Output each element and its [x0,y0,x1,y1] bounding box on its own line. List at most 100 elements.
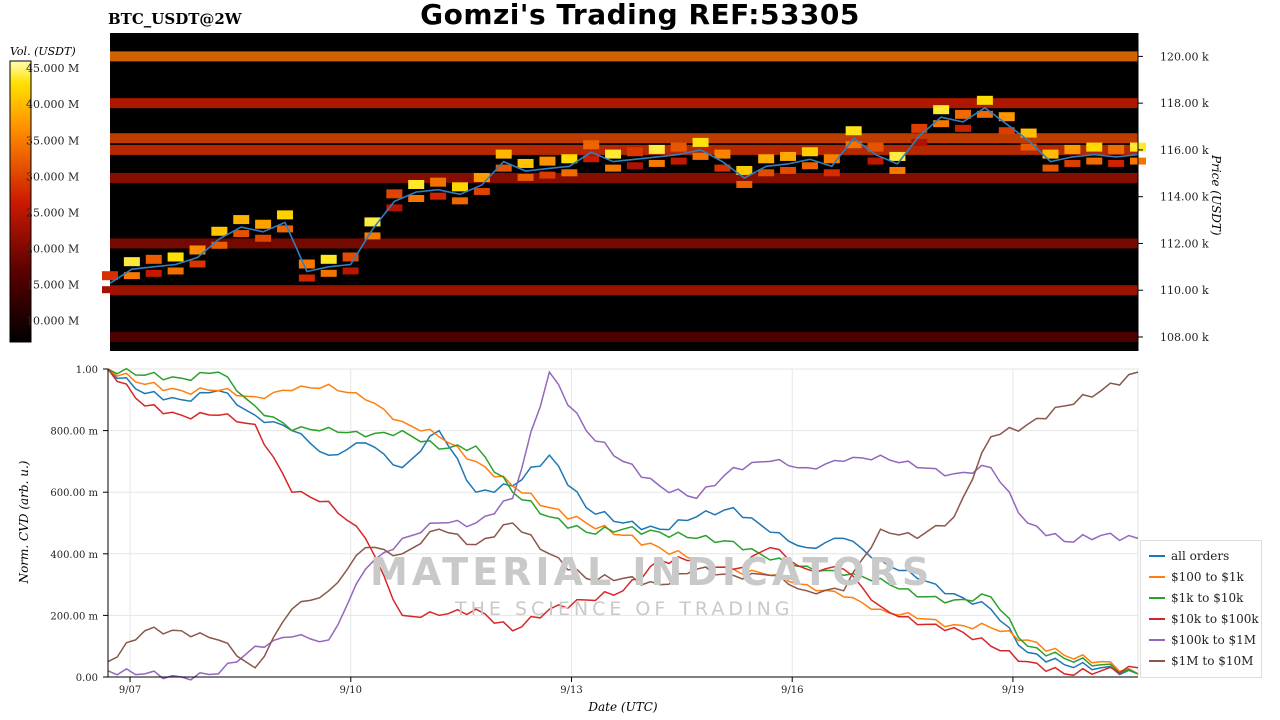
heatmap-cell [823,154,840,164]
heatmap-cell [1020,143,1037,151]
heatmap-cell [123,257,140,267]
heatmap-cell [189,260,206,268]
legend-swatch [1149,618,1165,620]
heatmap-cell [364,232,381,240]
heatmap-band [110,172,1138,183]
legend-item-1m-10m: $1M to $10M [1149,652,1253,670]
heatmap-cell [1042,149,1059,159]
heatmap-cell [736,165,753,175]
heatmap-cell [1064,159,1081,167]
heatmap-cell [495,149,512,159]
heatmap-cell [211,226,228,236]
heatmap-cell [539,171,556,179]
heatmap-band [110,133,1138,144]
cvd-series-c100 [107,368,1139,675]
heatmap-cell [386,204,403,212]
heatmap-cell [1020,128,1037,138]
heatmap-cell [648,144,665,154]
heatmap-cell [517,158,534,168]
heatmap-cell [758,169,775,177]
heatmap-cell [539,156,556,166]
legend-item-all-orders: all orders [1149,547,1229,565]
heatmap-cell [342,267,359,275]
heatmap-cell [998,112,1015,122]
cvd-x-tick-label: 9/13 [560,685,582,696]
price-tick-label: 110.00 k [1160,284,1209,297]
heatmap-cell [955,124,972,132]
legend-label: $10k to $100k [1171,612,1259,626]
heatmap-cell [626,162,643,170]
colorbar [9,60,32,343]
heatmap-cell [1086,157,1103,165]
heatmap-cell [1108,159,1125,167]
heatmap-cell [845,141,862,149]
heatmap-cell [605,164,622,172]
heatmap-cell [342,252,359,262]
colorbar-tick-label: 25.000 M [26,206,79,219]
price-tick-label: 116.00 k [1160,144,1209,157]
heatmap-cell [561,154,578,164]
heatmap-cell [780,166,797,174]
heatmap-cell [1042,164,1059,172]
heatmap-cell [911,138,928,146]
price-tick-label: 108.00 k [1160,331,1209,344]
heatmap-cell [933,105,950,115]
heatmap-cell [408,180,425,189]
colorbar-label: Vol. (USDT) [10,45,76,58]
heatmap-cell [605,149,622,159]
price-tick-label: 120.00 k [1160,50,1209,63]
heatmap-cell [780,151,797,161]
heatmap-cell [911,123,928,133]
heatmap-cell [801,162,818,170]
heatmap-cell [233,230,250,238]
cvd-y-tick-label: 200.00 m [50,611,98,622]
heatmap-cell [320,269,337,277]
price-tick-label: 118.00 k [1160,97,1209,110]
heatmap-cell [714,164,731,172]
legend-item-100-1k: $100 to $1k [1149,568,1244,586]
watermark-name: MATERIAL INDICATORS [370,550,934,594]
heatmap-cell [955,109,972,119]
heatmap-cell [692,152,709,160]
colorbar-tick-label: 35.000 M [26,134,79,147]
heatmap-cell [561,169,578,177]
heatmap-cell [255,234,272,242]
heatmap-cell [145,254,162,264]
heatmap-cell [211,241,228,249]
heatmap-cell [1064,144,1081,154]
heatmap-cell [998,127,1015,135]
heatmap-cell [189,245,206,255]
heatmap-cell [583,155,600,163]
heatmap-cell [626,147,643,157]
heatmap-cell [255,219,272,229]
heatmap-cell [320,254,337,264]
cvd-y-tick-label: 600.00 m [50,488,98,499]
cvd-y-tick-label: 1.00 [76,365,98,376]
cvd-y-tick-label: 0.00 [76,673,98,684]
heatmap-cell [976,110,993,118]
legend-item-10k-100k: $10k to $100k [1149,610,1259,628]
heatmap-cell [298,259,315,269]
cvd-y-tick-label: 800.00 m [50,427,98,438]
watermark-tagline: THE SCIENCE OF TRADING [455,598,794,620]
legend: all orders $100 to $1k $1k to $10k $10k … [1140,540,1262,678]
heatmap-cell [276,225,293,233]
price-tick-label: 112.00 k [1160,237,1209,250]
heatmap-cell [714,149,731,159]
heatmap-cell [1086,142,1103,152]
legend-swatch [1149,555,1165,557]
heatmap-cell [670,142,687,152]
cvd-y-axis-label: Norm. CVD (arb. u.) [17,460,31,584]
colorbar-tick-label: 45.000 M [26,62,79,75]
legend-swatch [1149,597,1165,599]
heatmap-cell [276,210,293,220]
heatmap-cell [933,120,950,128]
heatmap-band [110,285,1138,296]
legend-item-100k-1m: $100k to $1M [1149,631,1256,649]
heatmap-cell [451,197,468,205]
legend-label: $100 to $1k [1171,570,1244,584]
cvd-x-tick-label: 9/10 [340,685,362,696]
price-axis-label: Price (USDT) [1209,154,1223,236]
cvd-series-c100k [107,370,1139,681]
